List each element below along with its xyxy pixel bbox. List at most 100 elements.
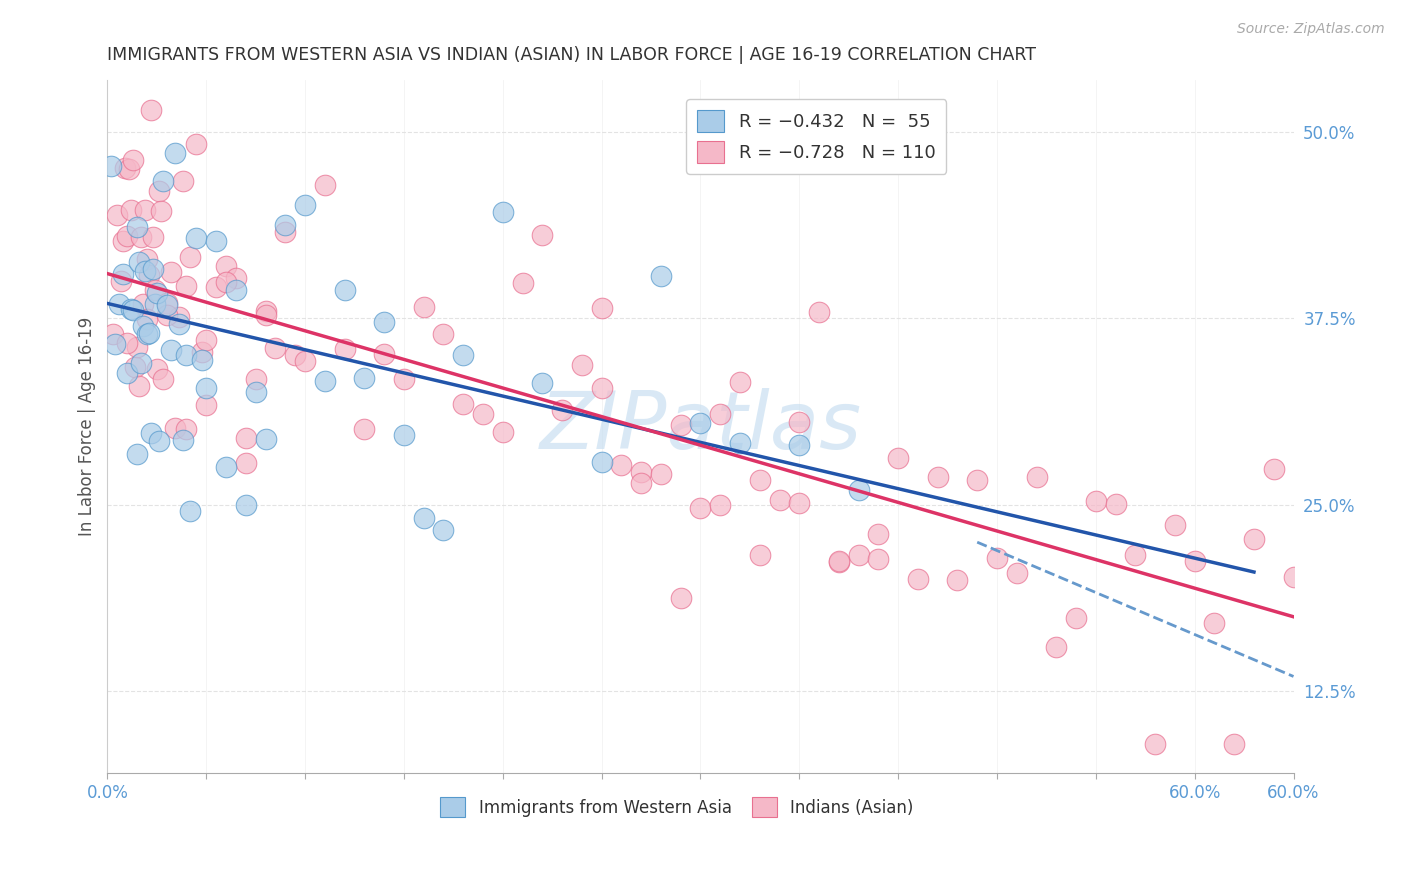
Point xyxy=(225,283,247,297)
Point xyxy=(135,252,157,266)
Point xyxy=(138,326,160,340)
Point xyxy=(108,296,131,310)
Point xyxy=(128,379,150,393)
Point xyxy=(142,261,165,276)
Point xyxy=(571,358,593,372)
Point xyxy=(156,308,179,322)
Point xyxy=(748,473,770,487)
Point xyxy=(254,304,277,318)
Point xyxy=(650,467,672,481)
Point xyxy=(245,372,267,386)
Point xyxy=(848,483,870,497)
Point xyxy=(610,458,633,472)
Point xyxy=(129,230,152,244)
Point xyxy=(122,302,145,317)
Legend: Immigrants from Western Asia, Indians (Asian): Immigrants from Western Asia, Indians (A… xyxy=(433,790,920,824)
Point xyxy=(120,301,142,316)
Point xyxy=(135,327,157,342)
Point xyxy=(868,526,890,541)
Point xyxy=(215,459,238,474)
Point xyxy=(392,427,415,442)
Point xyxy=(927,469,949,483)
Point xyxy=(373,315,395,329)
Point xyxy=(172,433,194,447)
Point xyxy=(235,456,257,470)
Point xyxy=(104,336,127,351)
Point xyxy=(531,376,554,390)
Point xyxy=(274,225,297,239)
Point xyxy=(333,283,356,297)
Point xyxy=(1223,737,1246,751)
Point xyxy=(492,204,515,219)
Point xyxy=(1184,554,1206,568)
Point xyxy=(946,573,969,587)
Point xyxy=(848,549,870,563)
Point xyxy=(143,283,166,297)
Point xyxy=(512,277,534,291)
Point xyxy=(235,498,257,512)
Point xyxy=(254,308,277,322)
Point xyxy=(787,496,810,510)
Point xyxy=(146,361,169,376)
Point xyxy=(132,318,155,333)
Point xyxy=(120,202,142,217)
Point xyxy=(205,280,228,294)
Point xyxy=(179,503,201,517)
Point xyxy=(152,372,174,386)
Point xyxy=(264,342,287,356)
Point xyxy=(205,234,228,248)
Point xyxy=(1045,640,1067,654)
Text: ZIPatlas: ZIPatlas xyxy=(540,387,862,466)
Point xyxy=(134,202,156,217)
Point xyxy=(245,385,267,400)
Point xyxy=(167,310,190,325)
Point xyxy=(135,312,157,326)
Point xyxy=(274,218,297,232)
Point xyxy=(105,208,128,222)
Point xyxy=(531,227,554,242)
Point xyxy=(669,417,692,432)
Point xyxy=(591,301,613,315)
Point xyxy=(591,381,613,395)
Point xyxy=(225,271,247,285)
Point xyxy=(115,228,138,243)
Point xyxy=(152,174,174,188)
Point xyxy=(1005,566,1028,581)
Point xyxy=(118,162,141,177)
Point xyxy=(1263,462,1285,476)
Point xyxy=(294,354,316,368)
Point xyxy=(167,317,190,331)
Point xyxy=(768,492,790,507)
Point xyxy=(254,432,277,446)
Point xyxy=(1204,616,1226,631)
Point xyxy=(412,300,434,314)
Point xyxy=(689,501,711,516)
Point xyxy=(650,268,672,283)
Point xyxy=(412,510,434,524)
Point xyxy=(451,348,474,362)
Point xyxy=(787,415,810,429)
Point xyxy=(112,234,135,248)
Point xyxy=(176,348,198,362)
Point xyxy=(630,475,652,490)
Point xyxy=(1125,548,1147,562)
Point xyxy=(142,230,165,244)
Point xyxy=(1282,570,1305,584)
Point xyxy=(215,259,238,273)
Point xyxy=(709,498,731,512)
Point xyxy=(1164,517,1187,532)
Point xyxy=(353,422,375,436)
Point xyxy=(148,184,170,198)
Point xyxy=(195,380,218,394)
Point xyxy=(1243,532,1265,546)
Point xyxy=(172,173,194,187)
Point xyxy=(432,327,454,342)
Text: IMMIGRANTS FROM WESTERN ASIA VS INDIAN (ASIAN) IN LABOR FORCE | AGE 16-19 CORREL: IMMIGRANTS FROM WESTERN ASIA VS INDIAN (… xyxy=(107,46,1036,64)
Point xyxy=(284,348,307,362)
Point xyxy=(191,345,214,359)
Point xyxy=(148,434,170,448)
Point xyxy=(143,297,166,311)
Point xyxy=(1025,469,1047,483)
Point xyxy=(132,297,155,311)
Point xyxy=(195,333,218,347)
